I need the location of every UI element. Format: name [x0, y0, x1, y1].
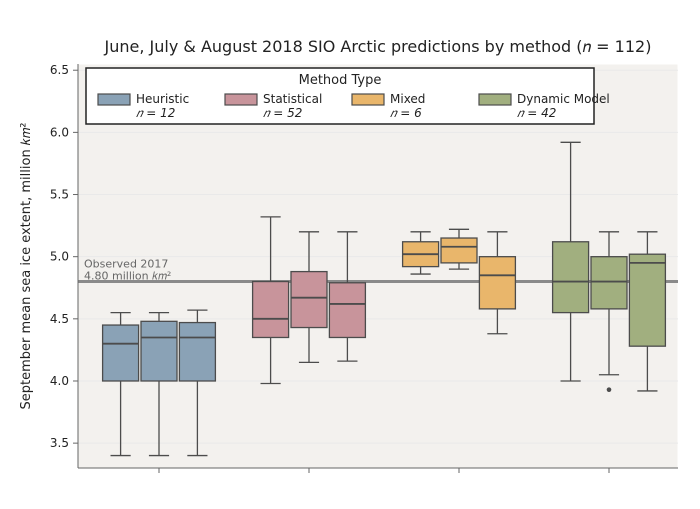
- y-tick-label: 6.5: [50, 63, 69, 77]
- y-tick-label: 5.5: [50, 188, 69, 202]
- legend-label: Heuristic: [136, 92, 189, 106]
- legend-label: Mixed: [390, 92, 425, 106]
- box: [291, 272, 327, 328]
- legend-swatch: [479, 94, 511, 105]
- legend-label: Dynamic Model: [517, 92, 610, 106]
- box: [329, 283, 365, 338]
- y-tick-label: 4.5: [50, 312, 69, 326]
- box: [441, 238, 477, 263]
- boxplot-chart: Observed 20174.80 million 𝑘𝑚²3.54.04.55.…: [0, 0, 700, 509]
- chart-container: Observed 20174.80 million 𝑘𝑚²3.54.04.55.…: [0, 0, 700, 509]
- box: [141, 321, 177, 381]
- legend-title: Method Type: [299, 73, 382, 88]
- y-tick-label: 3.5: [50, 436, 69, 450]
- box: [103, 325, 139, 381]
- y-tick-label: 6.0: [50, 125, 69, 139]
- box: [179, 323, 215, 381]
- legend-count: 𝑛 = 12: [136, 106, 175, 120]
- legend-swatch: [225, 94, 257, 105]
- outlier-point: [607, 387, 612, 392]
- legend-swatch: [98, 94, 130, 105]
- box: [553, 242, 589, 313]
- box: [253, 282, 289, 338]
- box: [479, 257, 515, 309]
- y-tick-label: 4.0: [50, 374, 69, 388]
- box: [629, 254, 665, 346]
- y-tick-label: 5.0: [50, 250, 69, 264]
- legend-swatch: [352, 94, 384, 105]
- legend-count: 𝑛 = 52: [263, 106, 302, 120]
- chart-title: June, July & August 2018 SIO Arctic pred…: [104, 37, 652, 56]
- reference-label-2: 4.80 million 𝑘𝑚²: [84, 270, 171, 283]
- y-axis-label: September mean sea ice extent, million 𝑘…: [19, 122, 34, 409]
- legend-label: Statistical: [263, 92, 322, 106]
- legend-count: 𝑛 = 6: [390, 106, 422, 120]
- legend-count: 𝑛 = 42: [517, 106, 556, 120]
- box: [591, 257, 627, 309]
